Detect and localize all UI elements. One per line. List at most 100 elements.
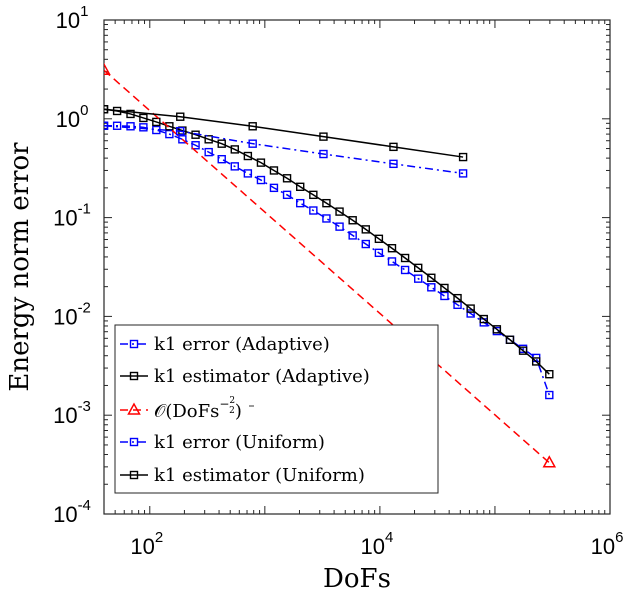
legend-swatch-marker xyxy=(129,470,139,480)
data-point xyxy=(458,152,468,162)
legend-label-k1-error-adaptive: k1 error (Adaptive) xyxy=(154,334,330,355)
data-point xyxy=(243,169,253,178)
data-point xyxy=(165,122,174,131)
legend-swatch-marker xyxy=(129,437,139,447)
data-point xyxy=(282,174,292,183)
legend: k1 error (Adaptive) k1 estimator (Adapti… xyxy=(114,324,439,494)
y-tick-label-exponent: -1 xyxy=(78,201,91,218)
data-point xyxy=(440,283,449,293)
data-point xyxy=(217,155,226,164)
data-point xyxy=(296,182,305,191)
data-point xyxy=(466,309,475,318)
series-line xyxy=(104,125,464,175)
x-tick-label: 106 xyxy=(591,529,624,559)
data-point xyxy=(389,142,398,152)
y-tick-label-base: 10 xyxy=(53,304,77,329)
data-point xyxy=(256,175,266,185)
legend-label-reference-rate: 𝒪(DoFs−2 2) xyxy=(154,396,242,422)
legend-ref-prefix: 𝒪(DoFs xyxy=(154,401,219,422)
data-point xyxy=(269,183,279,193)
axes-box xyxy=(103,19,611,515)
data-point xyxy=(374,234,384,244)
y-tick-label-exponent: -2 xyxy=(78,299,91,316)
legend-label-k1-estimator-adaptive: k1 estimator (Adaptive) xyxy=(154,366,370,387)
data-point xyxy=(309,206,318,215)
data-point xyxy=(389,159,398,169)
series-2 xyxy=(104,105,554,379)
legend-swatches xyxy=(120,339,148,480)
data-point xyxy=(204,135,213,144)
legend-label-k1-estimator-uniform: k1 estimator (Uniform) xyxy=(154,465,365,486)
x-tick-label: 104 xyxy=(360,529,393,559)
data-point xyxy=(191,141,200,150)
x-axis-label: DoFs xyxy=(323,564,391,594)
data-point xyxy=(440,291,449,301)
data-point xyxy=(545,390,554,400)
data-point xyxy=(542,455,557,468)
axes xyxy=(103,19,611,515)
data-point xyxy=(152,117,161,127)
y-tick-label-exponent: 0 xyxy=(80,102,88,119)
data-point xyxy=(309,190,318,200)
data-point xyxy=(139,113,148,123)
data-point xyxy=(104,121,109,130)
legend-ref-minus: − xyxy=(219,397,229,411)
data-point xyxy=(427,273,436,282)
data-point xyxy=(248,122,257,131)
y-axis-label: Energy norm error xyxy=(5,142,35,392)
data-point xyxy=(230,145,239,154)
data-point xyxy=(243,151,253,161)
y-tick-label-base: 10 xyxy=(53,502,77,527)
data-point xyxy=(104,105,109,114)
y-tick-label: 10-4 xyxy=(53,497,91,527)
y-tick-label-base: 10 xyxy=(56,8,80,33)
series-layer xyxy=(104,62,557,468)
data-point xyxy=(545,370,554,379)
data-point xyxy=(319,149,328,159)
data-point xyxy=(126,109,135,119)
data-point xyxy=(282,190,292,200)
y-tick-label: 10-3 xyxy=(53,398,91,428)
x-tick-label-base: 10 xyxy=(130,534,154,559)
legend-swatch-marker xyxy=(129,339,139,349)
series-line xyxy=(104,69,550,464)
x-tick-label: 102 xyxy=(130,529,163,559)
data-point xyxy=(176,112,185,121)
data-point xyxy=(112,121,122,130)
x-tick-label-base: 10 xyxy=(591,534,615,559)
series-line xyxy=(104,125,551,396)
data-point xyxy=(492,325,502,334)
y-tick-label: 101 xyxy=(56,3,89,33)
data-point xyxy=(479,314,488,324)
data-point xyxy=(414,274,423,283)
series-4 xyxy=(104,121,468,178)
y-tick-label: 10-1 xyxy=(53,201,91,231)
data-point xyxy=(531,357,541,366)
series-line xyxy=(104,108,550,375)
data-point xyxy=(518,346,528,355)
legend-ref-frac-den: 2 xyxy=(229,406,235,416)
data-point xyxy=(400,265,410,275)
data-point xyxy=(387,257,397,266)
data-point xyxy=(348,216,357,225)
y-tick-label-exponent: -4 xyxy=(78,497,91,514)
y-tick-label-base: 10 xyxy=(53,206,77,231)
data-point xyxy=(414,263,423,273)
data-point xyxy=(139,123,148,132)
data-point xyxy=(230,162,239,171)
data-point xyxy=(248,139,257,148)
y-tick-label-exponent: -3 xyxy=(78,398,91,415)
data-point xyxy=(335,207,344,216)
data-point xyxy=(126,122,135,131)
data-point xyxy=(466,304,475,313)
data-point xyxy=(256,158,266,167)
data-point xyxy=(176,126,185,136)
data-point xyxy=(374,248,384,258)
legend-ref-suffix: ) xyxy=(235,401,242,422)
data-point xyxy=(387,244,397,253)
series-5 xyxy=(104,105,468,162)
x-tick-label-base: 10 xyxy=(360,534,384,559)
data-point xyxy=(453,293,462,303)
data-point xyxy=(505,335,515,344)
